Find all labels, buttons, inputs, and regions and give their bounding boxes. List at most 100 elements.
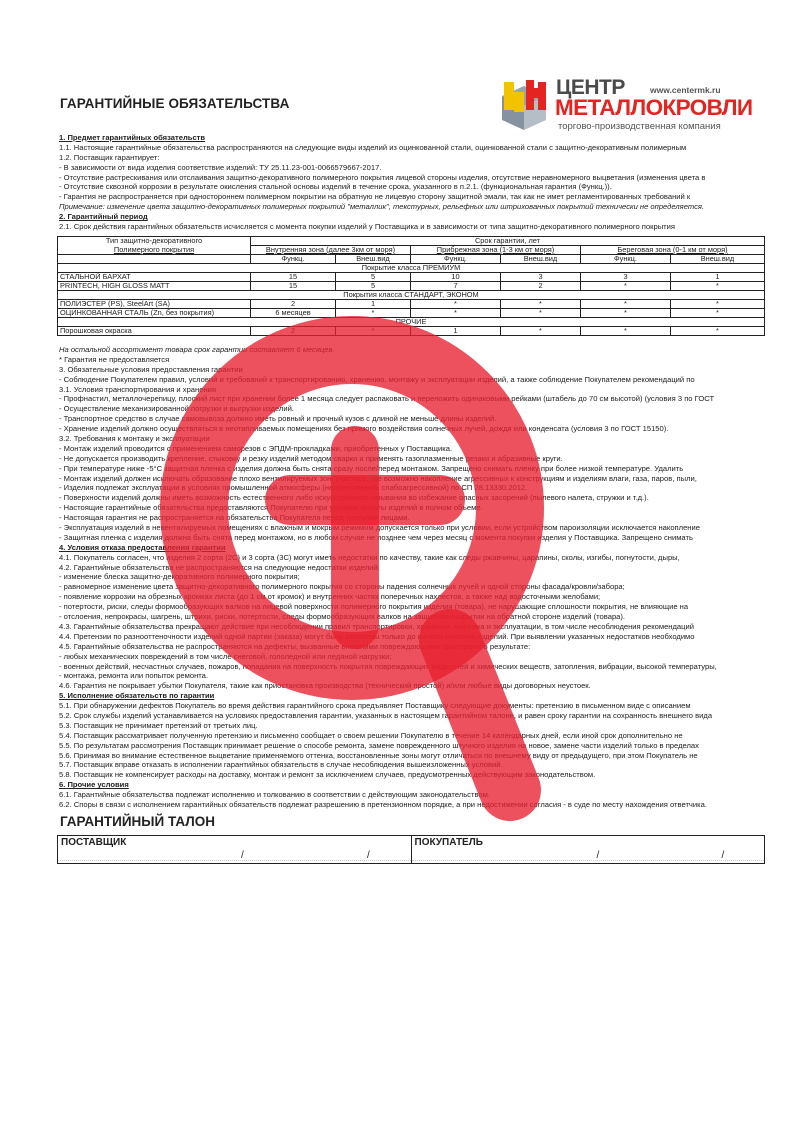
intro-text: 1. Предмет гарантийных обязательств 1.1. …: [59, 133, 769, 232]
text-line: - Хранение изделий должно осуществляться…: [59, 424, 669, 434]
warranty-term-cell: *: [670, 299, 765, 309]
warranty-term-cell: *: [500, 299, 581, 309]
text-line: 5.7. Поставщик вправе отказать в исполне…: [59, 760, 503, 770]
coating-name: ОЦИНКОВАННАЯ СТАЛЬ (Zn, без покрытия): [57, 308, 251, 318]
text-line: - При температуре ниже -5°С защитная пле…: [59, 463, 684, 473]
text-line: - Эксплуатация изделий в невентилируемых…: [59, 523, 700, 533]
text-line: На остальной ассортимент товара срок гар…: [59, 345, 335, 354]
text-line: 2.1. Срок действия гарантийных обязатель…: [59, 222, 675, 232]
text-line: - монтажа, ремонта или попыток ремонта.: [59, 671, 209, 681]
section-heading: 2. Гарантийный период: [59, 212, 148, 222]
text-line: * Гарантия не предоставляется: [59, 354, 170, 364]
section-heading: 6. Прочие условия: [59, 780, 129, 790]
text-line: - Монтаж изделий должен исключать образо…: [59, 473, 697, 483]
text-line: - Осуществление механизированной погрузк…: [59, 404, 294, 414]
text-line: - появление коррозии на обрезных кромках…: [59, 592, 601, 602]
warranty-term-cell: *: [500, 308, 581, 318]
logo-text-centr: ЦЕНТР: [556, 76, 625, 99]
text-line: - Поверхности изделий должны иметь возмо…: [59, 493, 649, 503]
signature-line: [58, 860, 411, 861]
text-line: - Настоящая гарантия не распространяется…: [59, 513, 410, 523]
zone-header: Внутренняя зона (далее 3км от моря): [250, 245, 411, 255]
warranty-term-cell: *: [580, 281, 671, 291]
text-line: - Монтаж изделий проводится с применение…: [59, 443, 453, 453]
text-line: - Изделия подлежат эксплуатации в услови…: [59, 483, 528, 493]
body-text: На остальной ассортимент товара срок гар…: [59, 345, 769, 810]
text-line: - В зависимости от вида изделия соответс…: [59, 162, 382, 172]
buyer-signature-field[interactable]: ПОКУПАТЕЛЬ / /: [410, 836, 764, 863]
warranty-term-cell: 15: [250, 272, 336, 282]
subheader-row: Функц. Внеш.вид Функц. Внеш.вид Функц. Внеш.в…: [57, 254, 765, 264]
text-line: 6.2. Споры в связи с исполнением гаранти…: [59, 799, 707, 809]
text-line: - Защитная пленка с изделия должна быть …: [59, 532, 693, 542]
text-line: 4.6. Гарантия не покрывает убытки Покупа…: [59, 681, 591, 691]
warranty-term-cell: 6 месяцев: [250, 308, 336, 318]
text-line: - отслоения, непрокрасы, шагрень, штрихи…: [59, 612, 626, 622]
warranty-coupon: ПОСТАВЩИК / / ПОКУПАТЕЛЬ / /: [57, 835, 765, 864]
warranty-term-cell: 2: [500, 281, 581, 291]
text-line: 5.5. По результатам рассмотрения Поставщ…: [59, 740, 699, 750]
supplier-signature-field[interactable]: ПОСТАВЩИК / /: [58, 836, 411, 863]
subheader-cell: Функц.: [250, 254, 336, 264]
page-title: ГАРАНТИЙНЫЕ ОБЯЗАТЕЛЬСТВА: [60, 96, 290, 111]
coating-name: PRINTECH, HIGH GLOSS MATT: [57, 281, 251, 291]
text-line: - Транспортное средство в случае самовыв…: [59, 414, 497, 424]
separator: /: [596, 850, 600, 861]
subheader-cell: Функц.: [410, 254, 501, 264]
section-heading: 1. Предмет гарантийных обязательств: [59, 133, 206, 142]
warranty-term-cell: *: [500, 326, 581, 336]
subheader-cell: Внеш.вид: [500, 254, 581, 264]
text-line: - Профнастил, металлочерепицу, плоский л…: [59, 394, 715, 404]
group-label: Покрытие класса ПРЕМИУМ: [57, 263, 765, 273]
zone-header: Прибрежная зона (1-3 км от моря): [410, 245, 581, 255]
table-row: ОЦИНКОВАННАЯ СТАЛЬ (Zn, без покрытия) 6 м…: [57, 308, 765, 318]
group-row: ПРОЧИЕ: [57, 317, 765, 327]
section-heading: 4. Условия отказа предоставления гаранти…: [59, 542, 226, 552]
table-row: PRINTECH, HIGH GLOSS MATT 15 5 7 2 * *: [57, 281, 765, 291]
logo-url: www.centermk.ru: [650, 85, 721, 95]
table-row: Порошковая окраска 2 * 1 * * *: [57, 326, 765, 336]
warranty-term-cell: 2: [250, 299, 336, 309]
text-line: 4.2. Гарантийные обязательства не распро…: [59, 562, 380, 572]
text-line: - равномерное изменение цвета защитно-де…: [59, 582, 625, 592]
type-header: Тип защитно-декоративного: [57, 236, 251, 246]
text-line: 3.1. Условия транспортирования и хранени…: [59, 384, 216, 394]
text-line: 1.2. Поставщик гарантирует:: [59, 152, 160, 162]
text-line: - Отсутствие сквозной коррозии в результ…: [59, 182, 612, 192]
warranty-term-cell: 5: [335, 281, 411, 291]
warranty-term-cell: *: [580, 299, 671, 309]
warranty-term-cell: 1: [410, 326, 501, 336]
text-line: 4.1. Покупатель согласен, что изделия 2 …: [59, 552, 680, 562]
term-header: Срок гарантии, лет: [250, 236, 765, 246]
warranty-term-cell: 2: [250, 326, 336, 336]
group-label: Покрытия класса СТАНДАРТ, ЭКОНОМ: [57, 290, 765, 300]
buyer-label: ПОКУПАТЕЛЬ: [414, 837, 483, 848]
logo-subtitle: торгово-производственная компания: [558, 121, 721, 132]
coating-name: СТАЛЬНОЙ БАРХАТ: [57, 272, 251, 282]
warranty-term-cell: 15: [250, 281, 336, 291]
text-line: 1.1. Настоящие гарантийные обязательства…: [59, 142, 687, 152]
company-logo: ЦЕНТР www.centermk.ru МЕТАЛЛОКРОВЛИ торг…: [498, 76, 778, 136]
separator: /: [241, 850, 244, 861]
group-row: Покрытие класса ПРЕМИУМ: [57, 263, 765, 273]
coating-name: Порошковая окраска: [57, 326, 251, 336]
separator: /: [721, 850, 725, 861]
text-line: - Соблюдение Покупателем правил, условий…: [59, 374, 695, 384]
group-label: ПРОЧИЕ: [57, 317, 765, 327]
warranty-term-cell: 5: [335, 272, 411, 282]
section-heading: 5. Исполнение обязательств по гарантии: [59, 691, 215, 701]
group-row: Покрытия класса СТАНДАРТ, ЭКОНОМ: [57, 290, 765, 300]
table-row: СТАЛЬНОЙ БАРХАТ 15 5 10 3 3 1: [57, 272, 765, 282]
subheader-cell: Внеш.вид: [335, 254, 411, 264]
warranty-term-cell: *: [670, 326, 765, 336]
warranty-term-cell: *: [580, 308, 671, 318]
text-line: 3. Обязательные условия предоставления г…: [59, 364, 243, 374]
text-line: - потертости, риски, следы формообразующ…: [59, 602, 689, 612]
text-line: - военных действий, несчастных случаев, …: [59, 661, 717, 671]
warranty-term-cell: 1: [335, 299, 411, 309]
text-line: 4.4. Претензии по разнооттеночности изде…: [59, 631, 695, 641]
warranty-term-cell: *: [580, 326, 671, 336]
separator: /: [367, 850, 370, 861]
text-line: - Гарантия не распространяется при однос…: [59, 192, 691, 202]
talon-title: ГАРАНТИЙНЫЙ ТАЛОН: [60, 814, 215, 829]
